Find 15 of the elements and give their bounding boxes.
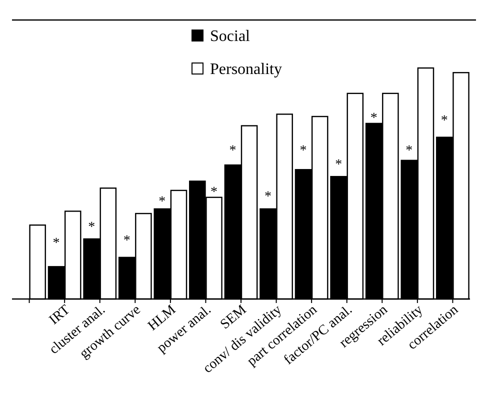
annotation: * [210,185,218,200]
annotation: * [158,194,166,210]
annotation: * [440,114,448,129]
annotation: * [335,157,342,172]
legend-label: Social [210,28,251,45]
annotation: * [370,111,378,126]
annotation: * [264,190,272,205]
annotation: * [88,220,96,235]
annotation: * [229,144,236,159]
annotation: * [123,234,130,249]
annotation: * [406,144,413,159]
legend-label: Personality [210,61,282,78]
annotation: * [52,236,60,251]
annotation: * [300,144,307,159]
x-tick-label: IRT [46,302,74,328]
